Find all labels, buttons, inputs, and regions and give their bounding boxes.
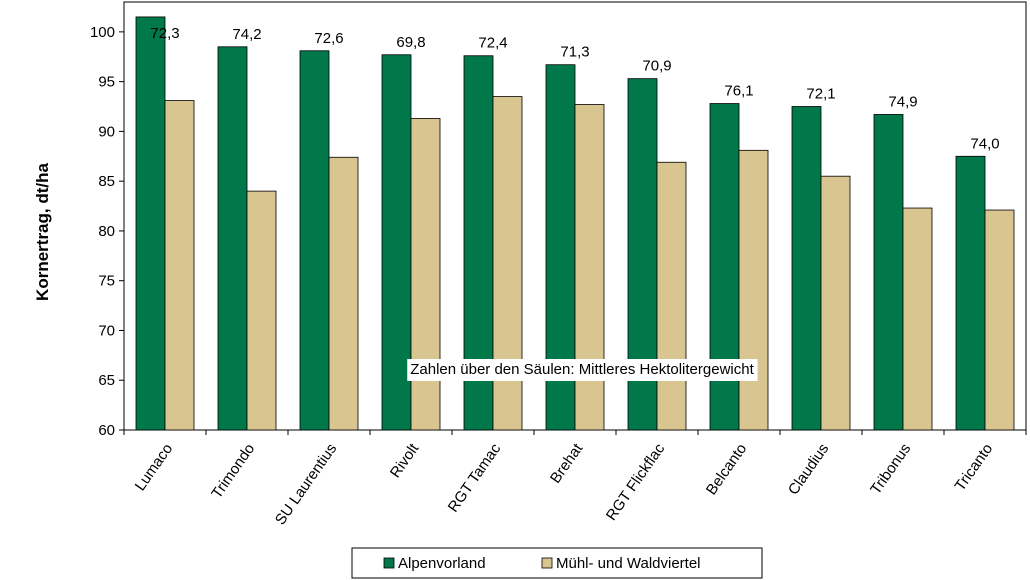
annotation: Zahlen über den Säulen: Mittleres Hektol…: [407, 359, 758, 381]
bar-alpenvorland: [217, 46, 248, 431]
data-label: 70,9: [642, 58, 671, 75]
x-tick-label: Lumaco: [132, 441, 177, 494]
data-label: 74,9: [888, 93, 917, 110]
annotation-text: Zahlen über den Säulen: Mittleres Hektol…: [410, 361, 754, 378]
bar-muehl-waldviertel: [574, 104, 605, 431]
bar-alpenvorland: [873, 114, 904, 431]
data-label: 72,4: [478, 35, 507, 52]
y-tick-label: 85: [98, 173, 115, 190]
bar-muehl-waldviertel: [820, 175, 851, 431]
bar-muehl-waldviertel: [246, 190, 277, 431]
y-tick-label: 70: [98, 322, 115, 339]
annotation-background: [407, 359, 758, 381]
y-axis-label: Kornertrag, dt/ha: [33, 163, 52, 301]
bar-alpenvorland: [709, 103, 740, 431]
y-tick-label: 80: [98, 223, 115, 240]
data-label: 72,6: [314, 30, 343, 47]
legend-swatch: [541, 557, 553, 569]
data-label: 74,0: [970, 135, 999, 152]
x-tick-label: SU Laurentius: [272, 441, 340, 529]
x-tick-label: Trimondo: [208, 441, 258, 502]
bar-muehl-waldviertel: [328, 156, 359, 431]
y-tick-label: 65: [98, 372, 115, 389]
bar-muehl-waldviertel: [164, 100, 195, 431]
y-tick-label: 95: [98, 74, 115, 91]
data-label: 76,1: [724, 83, 753, 100]
x-tick-label: Tribonus: [867, 441, 914, 498]
data-label: 69,8: [396, 34, 425, 51]
data-labels: 72,3 74,2 72,6 69,8 72,4 71,3 70,9 76,1 72,1 74,9…: [150, 25, 999, 152]
bar-alpenvorland: [955, 155, 986, 431]
x-tick-label: RGT Flickflac: [603, 440, 669, 524]
data-label: 74,2: [232, 26, 261, 43]
bar-alpenvorland: [135, 16, 166, 431]
x-tick-label: Claudius: [785, 441, 832, 499]
x-tick-label: Belcanto: [703, 441, 750, 499]
data-label: 71,3: [560, 44, 589, 61]
data-label: 72,3: [150, 25, 179, 42]
x-tick-label: Brehat: [547, 440, 587, 487]
legend-label: Alpenvorland: [398, 555, 486, 572]
bar-muehl-waldviertel: [410, 118, 441, 431]
bar-alpenvorland: [381, 54, 412, 431]
y-tick-label: 75: [98, 273, 115, 290]
x-tick-label: RGT Tamac: [445, 440, 505, 515]
legend-box: [351, 547, 763, 579]
legend: Alpenvorland Mühl- und Waldviertel: [351, 547, 763, 579]
x-tick-label: Rivolt: [387, 440, 423, 481]
bar-alpenvorland: [299, 50, 330, 431]
bar-muehl-waldviertel: [656, 161, 687, 431]
y-tick-label: 60: [98, 422, 115, 439]
data-label: 72,1: [806, 86, 835, 103]
bar-alpenvorland: [791, 106, 822, 431]
bar-muehl-waldviertel: [902, 207, 933, 431]
bar-muehl-waldviertel: [984, 209, 1015, 431]
legend-label: Mühl- und Waldviertel: [556, 555, 701, 572]
legend-swatch: [383, 557, 395, 569]
y-tick-label: 90: [98, 123, 115, 140]
x-tick-label: Tricanto: [952, 441, 997, 495]
bar-muehl-waldviertel: [738, 149, 769, 431]
y-tick-label: 100: [90, 24, 115, 41]
